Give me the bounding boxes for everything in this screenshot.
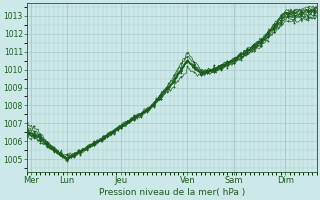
X-axis label: Pression niveau de la mer( hPa ): Pression niveau de la mer( hPa ) — [99, 188, 245, 197]
